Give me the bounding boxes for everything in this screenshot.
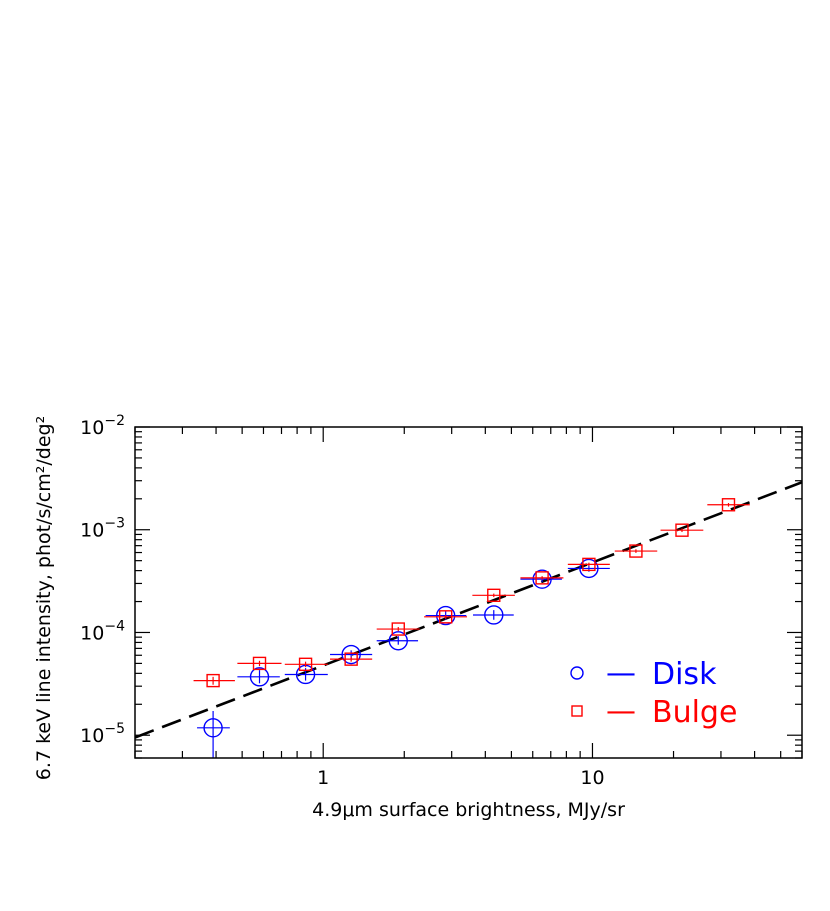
y-tick-label: 10−2 bbox=[80, 413, 125, 439]
legend-item-bulge: — Bulge bbox=[572, 694, 737, 730]
x-axis-label: 4.9μm surface brightness, MJy/sr bbox=[312, 799, 625, 821]
series-disk bbox=[197, 559, 610, 758]
legend-dash: — bbox=[606, 694, 636, 729]
x-tick-label: 10 bbox=[580, 767, 604, 789]
axes: 1 10 10−5 10−4 10−3 10−2 bbox=[80, 413, 802, 789]
y-tick-label: 10−5 bbox=[80, 721, 125, 747]
legend-circle-marker bbox=[571, 667, 583, 679]
legend-label: Disk bbox=[652, 657, 717, 692]
legend: — Disk — Bulge bbox=[571, 656, 737, 730]
y-tick-label: 10−3 bbox=[80, 516, 125, 542]
legend-dash: — bbox=[606, 656, 636, 691]
legend-item-disk: — Disk bbox=[571, 656, 717, 692]
legend-square-marker bbox=[572, 706, 582, 716]
y-axis-label: 6.7 keV line intensity, phot/s/cm²/deg² bbox=[33, 416, 55, 780]
legend-label: Bulge bbox=[652, 695, 737, 730]
y-tick-label: 10−4 bbox=[80, 618, 125, 644]
x-tick-label: 1 bbox=[317, 767, 329, 789]
